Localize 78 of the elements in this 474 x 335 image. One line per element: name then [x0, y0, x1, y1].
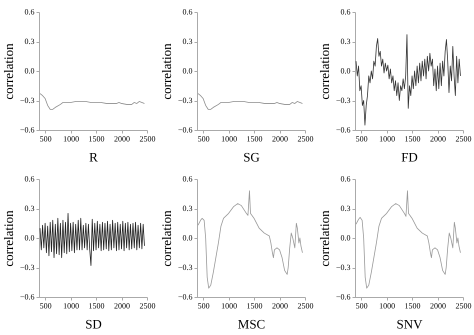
x-tick-label: 2000 — [272, 302, 288, 310]
x-tick-label: 2000 — [430, 302, 446, 310]
x-tick-label: 1500 — [404, 302, 421, 310]
y-tick-label: −0.6 — [20, 292, 34, 302]
y-tick-label: 0.0 — [24, 234, 34, 242]
x-tick-label: 1000 — [221, 302, 238, 310]
x-tick-label: 2500 — [140, 134, 156, 144]
line-series — [198, 93, 303, 110]
y-tick-label: 0.6 — [340, 174, 350, 184]
x-tick-label: 1500 — [246, 302, 263, 310]
y-tick-label: −0.6 — [178, 292, 192, 302]
y-tick-label: 0.0 — [182, 234, 192, 242]
y-axis-title: correlation — [316, 42, 332, 100]
y-tick-label: 0.3 — [340, 204, 350, 213]
x-tick-label: 1000 — [63, 134, 80, 144]
x-tick-label: 1500 — [246, 134, 263, 144]
line-series — [40, 213, 145, 266]
x-tick-label: 2000 — [114, 134, 130, 144]
y-tick-label: 0.6 — [24, 174, 34, 184]
x-tick-label: 1000 — [221, 134, 238, 144]
y-tick-label: 0.3 — [340, 37, 350, 46]
x-axis-title: MSC — [238, 316, 266, 332]
x-tick-label: 500 — [198, 134, 210, 144]
y-tick-label: −0.3 — [20, 263, 34, 272]
x-tick-label: 2500 — [456, 134, 472, 144]
line-series — [198, 190, 303, 289]
y-tick-label: −0.3 — [178, 263, 192, 272]
y-tick-label: −0.3 — [178, 96, 192, 105]
y-tick-label: 0.0 — [340, 234, 350, 242]
x-tick-label: 2500 — [456, 302, 472, 310]
x-tick-label: 1000 — [379, 302, 396, 310]
x-tick-label: 1000 — [63, 302, 80, 310]
line-series — [356, 190, 461, 289]
x-tick-label: 2500 — [140, 302, 156, 310]
y-axis-title: correlation — [158, 42, 174, 100]
x-tick-label: 2500 — [298, 134, 314, 144]
x-axis-title: SD — [85, 316, 102, 332]
y-tick-label: 0.3 — [182, 37, 192, 46]
y-tick-label: 0.6 — [182, 8, 192, 16]
y-tick-label: −0.6 — [336, 126, 350, 134]
x-tick-label: 500 — [40, 302, 52, 310]
y-tick-label: −0.6 — [178, 126, 192, 134]
x-axis-title: SG — [243, 150, 260, 164]
x-tick-label: 500 — [356, 302, 368, 310]
y-tick-label: 0.6 — [340, 8, 350, 16]
x-tick-label: 2000 — [430, 134, 446, 144]
y-axis-title: correlation — [158, 210, 174, 267]
x-axis-title: R — [89, 150, 98, 164]
x-tick-label: 1000 — [379, 134, 396, 144]
y-tick-label: −0.3 — [20, 96, 34, 105]
y-axis-title: correlation — [0, 42, 16, 100]
x-tick-label: 2500 — [298, 302, 314, 310]
y-tick-label: −0.6 — [20, 126, 34, 134]
y-tick-label: 0.3 — [24, 37, 34, 46]
x-tick-label: 2000 — [272, 134, 288, 144]
x-tick-label: 500 — [198, 302, 210, 310]
y-tick-label: 0.0 — [24, 66, 34, 76]
y-tick-label: 0.0 — [182, 66, 192, 76]
y-tick-label: 0.6 — [182, 174, 192, 184]
y-tick-label: 0.0 — [340, 66, 350, 76]
x-axis-title: FD — [401, 150, 418, 164]
x-tick-label: 2000 — [114, 302, 130, 310]
y-axis-title: correlation — [0, 210, 16, 267]
x-tick-label: 1500 — [88, 302, 105, 310]
x-axis-title: SNV — [396, 316, 424, 332]
y-tick-label: −0.3 — [336, 263, 350, 272]
y-tick-label: −0.3 — [336, 96, 350, 105]
x-tick-label: 500 — [356, 134, 368, 144]
y-tick-label: 0.6 — [24, 8, 34, 16]
y-tick-label: −0.6 — [336, 292, 350, 302]
line-series — [40, 93, 145, 110]
x-tick-label: 500 — [40, 134, 52, 144]
line-series — [356, 34, 461, 126]
y-axis-title: correlation — [316, 210, 332, 267]
x-tick-label: 1500 — [404, 134, 421, 144]
y-tick-label: 0.3 — [24, 204, 34, 213]
x-tick-label: 1500 — [88, 134, 105, 144]
y-tick-label: 0.3 — [182, 204, 192, 213]
